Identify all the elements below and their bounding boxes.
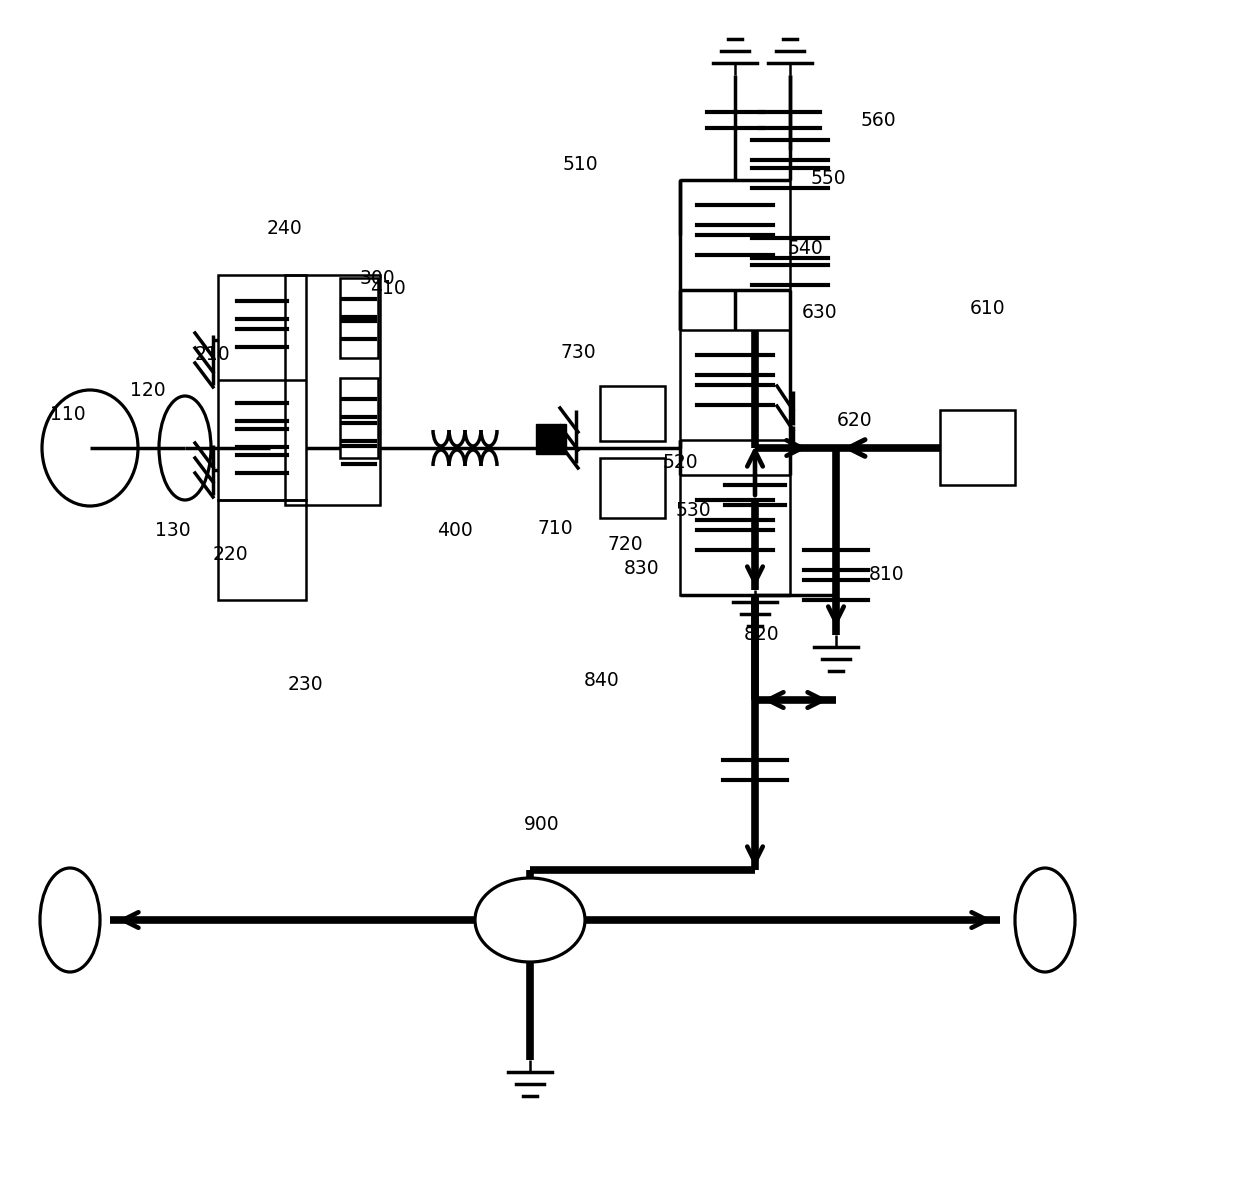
Text: 820: 820 [744,626,780,645]
Text: 300: 300 [360,268,394,287]
Bar [285,275,379,505]
Text: 520: 520 [662,453,698,472]
Bar [940,410,1016,485]
Text: 620: 620 [837,410,873,429]
Bar [600,458,665,519]
Bar [680,330,790,440]
Bar [218,275,306,499]
Text: 230: 230 [288,676,322,695]
Text: 900: 900 [525,815,559,834]
Bar [680,474,790,595]
Text: 410: 410 [370,279,405,298]
Bar [680,180,790,290]
Bar [218,499,306,600]
Text: 530: 530 [676,501,711,520]
Text: 560: 560 [861,111,895,130]
Text: 810: 810 [869,565,905,584]
Text: 550: 550 [810,168,846,187]
Text: 240: 240 [267,218,303,237]
Text: 630: 630 [802,304,838,323]
Text: 510: 510 [562,155,598,174]
Text: 110: 110 [50,405,86,424]
Bar [536,424,565,454]
Bar [340,378,378,458]
Text: 130: 130 [155,521,191,540]
Text: 210: 210 [195,346,229,365]
Bar [600,386,665,441]
Text: 720: 720 [608,535,642,554]
Text: 220: 220 [212,546,248,565]
Text: 120: 120 [130,380,166,399]
Text: 840: 840 [584,670,620,689]
Text: 400: 400 [438,521,472,540]
Text: 540: 540 [787,238,823,257]
Text: 710: 710 [537,519,573,538]
Bar [340,278,378,358]
Text: 730: 730 [560,342,595,361]
Text: 830: 830 [624,559,660,577]
Text: 610: 610 [970,298,1006,317]
